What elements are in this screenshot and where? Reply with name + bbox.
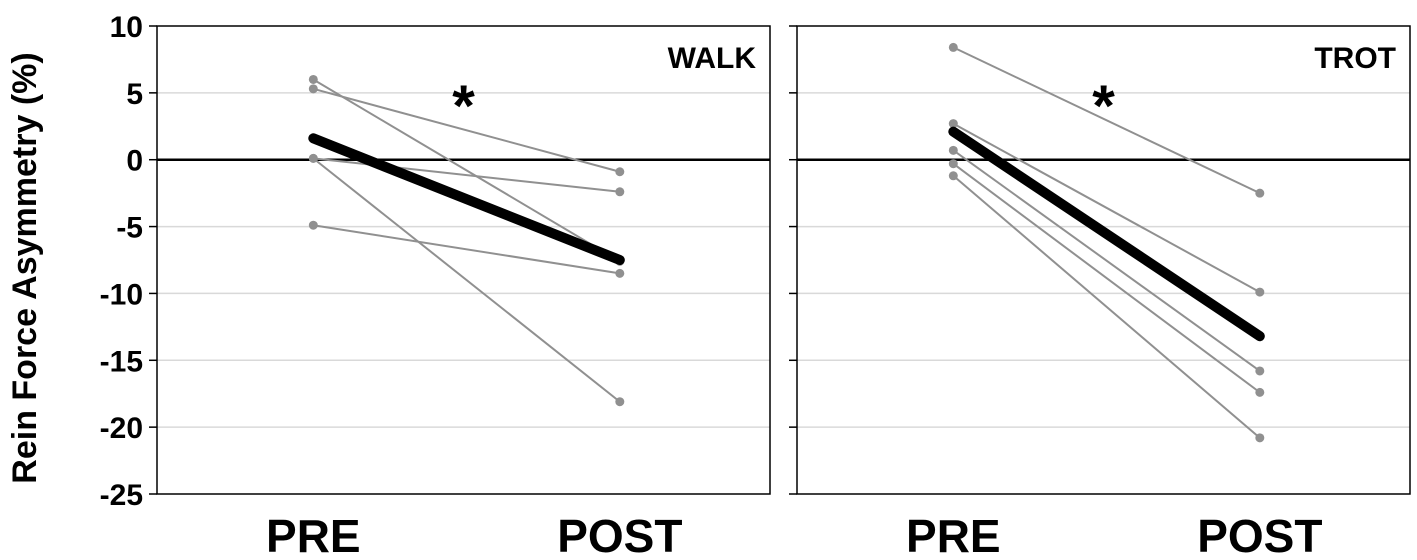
panel-walk: 10 5 0 -5 -10 -15 -20 -25 WALK * PRE POST Rein Force… xyxy=(6,11,771,560)
mean-line xyxy=(948,126,1265,342)
individual-point xyxy=(615,268,625,278)
individual-line xyxy=(312,78,621,263)
individual-point xyxy=(948,42,958,52)
individual-point xyxy=(948,145,958,155)
individual-point xyxy=(948,119,958,129)
individual-line xyxy=(312,157,621,403)
plot-border xyxy=(156,25,771,495)
y-tick-label: -25 xyxy=(100,479,143,512)
individual-point xyxy=(1255,188,1265,198)
y-tick-label: 0 xyxy=(126,145,143,178)
individual-series xyxy=(948,145,1265,376)
individual-line xyxy=(952,122,1261,293)
individual-series xyxy=(948,159,1265,397)
significance-marker: * xyxy=(1092,74,1115,139)
significance-marker: * xyxy=(452,74,475,139)
individual-point xyxy=(308,153,318,163)
y-tick-label: -10 xyxy=(100,278,143,311)
individual-line xyxy=(952,162,1261,394)
individual-point xyxy=(308,220,318,230)
y-axis-label: Rein Force Asymmetry (%) xyxy=(6,52,44,483)
mean-line xyxy=(308,133,625,265)
panel-label: TROT xyxy=(1314,42,1396,75)
individual-point xyxy=(615,187,625,197)
individual-point xyxy=(1255,287,1265,297)
individual-point xyxy=(948,171,958,181)
individual-line xyxy=(313,224,620,275)
plot-border xyxy=(796,25,1411,495)
individual-line xyxy=(313,157,620,193)
individual-point xyxy=(948,159,958,169)
individual-point xyxy=(308,74,318,84)
y-tick-label: -20 xyxy=(100,412,143,445)
x-category-label: POST xyxy=(557,510,682,560)
individual-point xyxy=(1255,387,1265,397)
x-category-label: PRE xyxy=(906,510,1001,560)
y-tick-label: 5 xyxy=(126,78,143,111)
individual-point xyxy=(615,167,625,177)
individual-point xyxy=(1255,433,1265,443)
individual-point xyxy=(1255,366,1265,376)
individual-line xyxy=(952,149,1261,372)
x-category-label: PRE xyxy=(266,510,361,560)
x-category-label: POST xyxy=(1197,510,1322,560)
y-tick-label: 10 xyxy=(110,11,143,44)
individual-point xyxy=(615,397,625,407)
individual-series xyxy=(948,119,1265,297)
individual-series xyxy=(308,84,625,177)
panel-trot: TROT * PRE POST xyxy=(789,25,1411,560)
individual-line xyxy=(952,174,1261,439)
individual-point xyxy=(308,84,318,94)
individual-series xyxy=(308,220,625,278)
individual-line xyxy=(313,87,621,173)
individual-series xyxy=(308,153,625,407)
individual-line xyxy=(952,46,1261,195)
y-tick-label: -5 xyxy=(116,212,143,245)
individual-series xyxy=(948,42,1265,198)
panel-label: WALK xyxy=(668,42,757,75)
y-tick-label: -15 xyxy=(100,345,143,378)
individual-series xyxy=(948,171,1265,443)
